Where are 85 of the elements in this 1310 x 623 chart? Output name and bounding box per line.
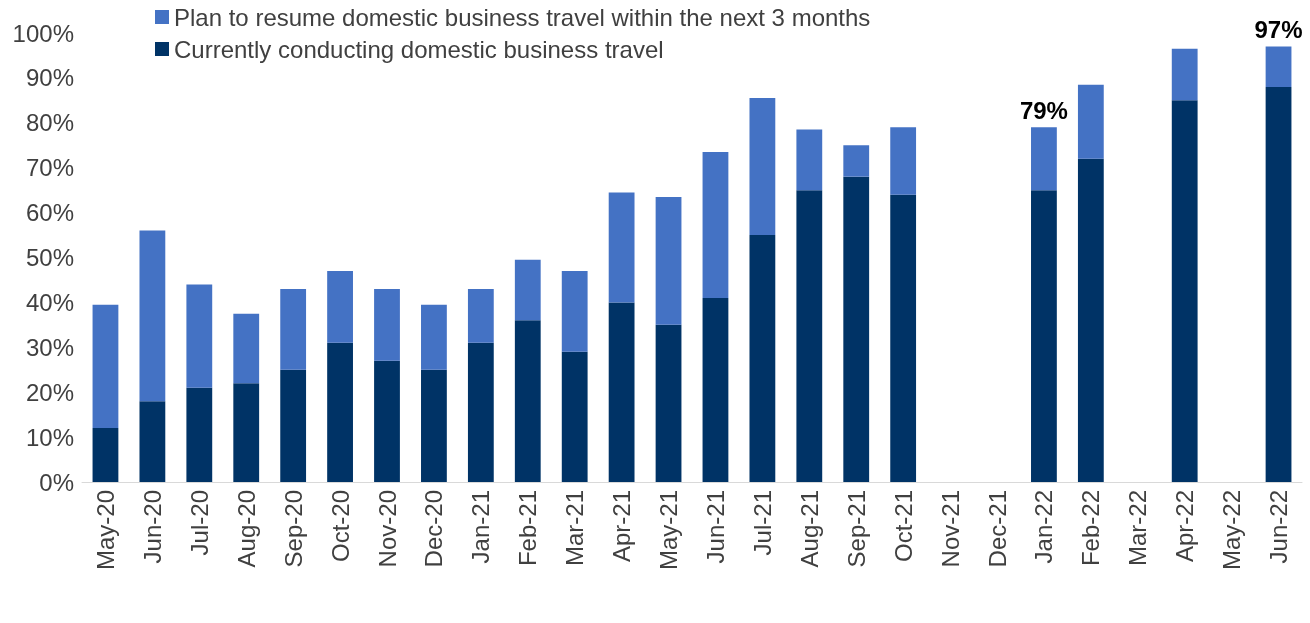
bar (843, 176, 870, 482)
x-tick-label: Dec-20 (420, 490, 448, 568)
x-tick-label: Jul-20 (185, 490, 213, 556)
total-label: 97% (1254, 15, 1303, 43)
bar (233, 383, 260, 482)
y-tick-label: 80% (25, 109, 74, 137)
legend-label: Currently conducting domestic business travel (174, 35, 664, 63)
x-tick-label: May-22 (1218, 490, 1246, 571)
x-tick-label: Oct-21 (889, 490, 917, 563)
x-tick-label: Apr-22 (1171, 490, 1199, 563)
y-tick-label: 40% (25, 288, 74, 316)
x-tick-label: Oct-20 (326, 490, 354, 563)
bar (655, 324, 682, 482)
x-tick-label: Aug-20 (232, 490, 260, 568)
bar (1031, 127, 1057, 191)
bar (421, 304, 447, 370)
bar (1265, 86, 1292, 482)
x-tick-label: Dec-21 (983, 490, 1011, 568)
bar (280, 369, 307, 482)
bar (421, 369, 447, 482)
bar (702, 297, 729, 482)
y-tick-label: 100% (12, 19, 74, 47)
x-tick-label: Sep-20 (279, 490, 307, 568)
bar (749, 235, 776, 482)
x-tick-label: Jan-22 (1030, 490, 1058, 564)
bar (233, 313, 260, 384)
bar (796, 190, 823, 482)
x-tick-label: Aug-21 (795, 490, 823, 568)
y-tick-label: 70% (25, 154, 74, 182)
x-tick-label: Jan-21 (467, 490, 495, 564)
bar (467, 342, 494, 482)
bar (608, 302, 635, 482)
bar (1171, 48, 1198, 101)
bar (92, 304, 119, 429)
legend-label: Plan to resume domestic business travel within the next 3 months (174, 3, 871, 31)
x-tick-label: Mar-21 (561, 490, 589, 567)
bar (327, 342, 353, 482)
x-tick-label: Jun-22 (1265, 490, 1293, 564)
bar (1031, 190, 1057, 482)
bar (796, 129, 823, 191)
bar (374, 288, 400, 361)
x-tick-label: Feb-22 (1077, 490, 1105, 567)
bar (702, 151, 729, 298)
bar (890, 194, 917, 482)
bar (749, 98, 776, 236)
bar (561, 270, 588, 352)
y-tick-label: 20% (25, 378, 74, 406)
bar (655, 196, 682, 325)
bar (514, 259, 541, 321)
x-tick-label: Sep-21 (842, 490, 870, 568)
total-label: 79% (1019, 96, 1068, 124)
bar (139, 230, 166, 402)
x-tick-label: Jun-20 (138, 490, 166, 564)
bar (139, 401, 166, 482)
bar (467, 288, 494, 343)
bar (1171, 100, 1198, 482)
bar (1077, 158, 1104, 482)
x-tick-label: Mar-22 (1124, 490, 1152, 567)
x-tick-label: Feb-21 (514, 490, 542, 567)
x-tick-label: Nov-20 (373, 490, 401, 568)
bar (92, 428, 119, 482)
x-tick-label: Jul-21 (748, 490, 776, 556)
y-tick-label: 50% (25, 244, 74, 271)
bar (186, 284, 213, 388)
x-tick-label: Apr-21 (608, 490, 636, 563)
bar (186, 387, 213, 482)
bar (327, 270, 353, 343)
x-tick-label: Nov-21 (936, 490, 964, 568)
bar (890, 127, 917, 195)
x-tick-label: May-20 (91, 490, 119, 571)
x-tick-label: Jun-21 (701, 490, 729, 564)
bar (280, 288, 307, 370)
x-tick-label: May-21 (655, 490, 683, 571)
bar (374, 360, 400, 482)
bar (561, 351, 588, 482)
y-tick-label: 60% (25, 199, 74, 227)
y-tick-label: 10% (25, 423, 74, 451)
y-tick-label: 0% (39, 468, 74, 496)
bar (1265, 46, 1292, 87)
y-tick-label: 90% (25, 64, 74, 92)
bar (514, 320, 541, 482)
y-tick-label: 30% (25, 333, 74, 361)
bar (843, 145, 870, 177)
bar (1077, 84, 1104, 159)
bar (608, 192, 635, 303)
